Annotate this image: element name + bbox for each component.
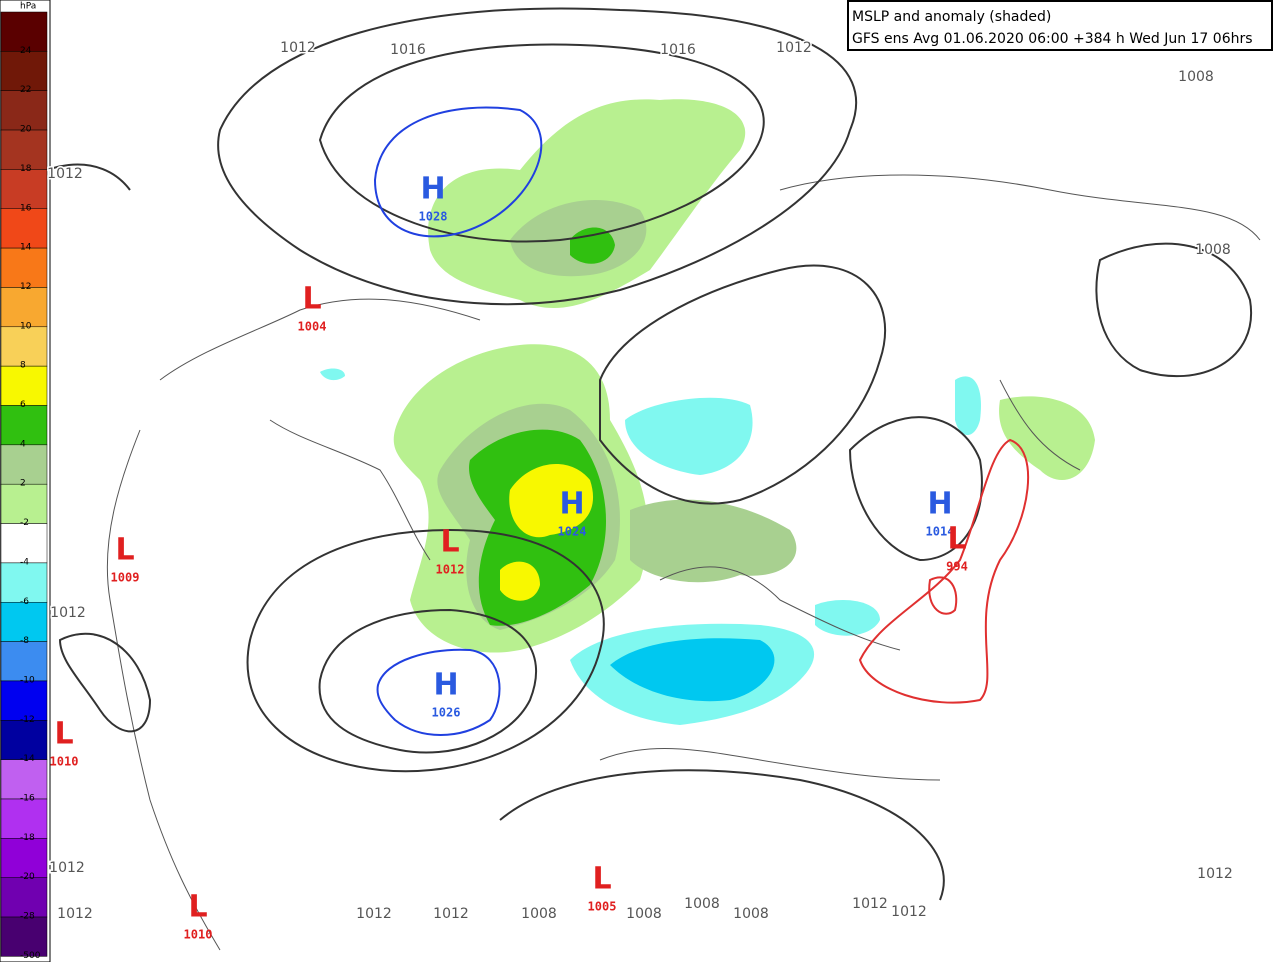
colorbar-swatch bbox=[0, 562, 48, 603]
colorbar-label: 4 bbox=[20, 439, 26, 449]
colorbar-swatch bbox=[0, 523, 48, 564]
isobar-label: 1012 bbox=[47, 166, 83, 182]
isobar-label: 1012 bbox=[49, 860, 85, 876]
isobar-label: 1012 bbox=[776, 40, 812, 56]
center-value: 1010 bbox=[50, 755, 79, 769]
center-value: 1010 bbox=[184, 928, 213, 942]
center-letter: L bbox=[440, 525, 459, 560]
center-value: 1026 bbox=[432, 706, 461, 720]
title-box: MSLP and anomaly (shaded) GFS ens Avg 01… bbox=[847, 0, 1273, 51]
isobar-label: 1016 bbox=[390, 42, 426, 58]
colorbar-swatch bbox=[0, 208, 48, 249]
colorbar-swatch bbox=[0, 641, 48, 682]
center-value: 1005 bbox=[588, 900, 617, 914]
colorbar-swatch bbox=[0, 838, 48, 878]
colorbar-label: -28 bbox=[20, 912, 35, 922]
colorbar-swatch bbox=[0, 916, 48, 957]
isobar-label: 1008 bbox=[1178, 69, 1214, 85]
colorbar-label: -12 bbox=[20, 715, 35, 725]
center-letter: H bbox=[559, 487, 584, 522]
colorbar-swatch bbox=[0, 877, 48, 918]
isobar-label: 1008 bbox=[684, 896, 720, 912]
title-line: MSLP and anomaly (shaded) bbox=[852, 9, 1051, 25]
center-value: 1014 bbox=[926, 525, 955, 539]
map-labels: H 1028 L 1004 H 1024 L 1012 L 1009 L 1010 H 1026 H 1014… bbox=[46, 39, 1235, 942]
center-value: 1028 bbox=[419, 210, 448, 224]
colorbar-label: 16 bbox=[20, 203, 32, 213]
colorbar-label: -500 bbox=[20, 951, 41, 961]
colorbar-label: 6 bbox=[20, 400, 26, 410]
colorbar-swatch bbox=[0, 720, 48, 760]
center-value: 1009 bbox=[111, 571, 140, 585]
center-value: 994 bbox=[946, 560, 968, 574]
colorbar-label: 18 bbox=[20, 164, 32, 174]
center-letter: L bbox=[54, 717, 73, 752]
center-letter: H bbox=[420, 172, 445, 207]
colorbar-swatch bbox=[0, 798, 48, 839]
title-frame bbox=[847, 0, 1273, 51]
colorbar-label: -6 bbox=[20, 597, 29, 607]
center-letter: L bbox=[188, 890, 207, 925]
center-value: 1024 bbox=[558, 525, 587, 539]
isobar-label: 1012 bbox=[891, 904, 927, 920]
colorbar-swatch bbox=[0, 405, 48, 446]
isobar-label: 1012 bbox=[1197, 866, 1233, 882]
colorbar-label: 8 bbox=[20, 361, 26, 371]
colorbar-label: -2 bbox=[20, 518, 29, 528]
center-letter: L bbox=[115, 533, 134, 568]
center-letter: L bbox=[947, 522, 966, 557]
colorbar-swatch bbox=[0, 483, 48, 524]
colorbar-swatch bbox=[0, 51, 48, 91]
isobar-label: 1012 bbox=[280, 40, 316, 56]
colorbar-swatch bbox=[0, 11, 48, 52]
center-letter: L bbox=[302, 282, 321, 317]
isobar-label: 1008 bbox=[733, 906, 769, 922]
isobar-label: 1008 bbox=[1195, 242, 1231, 258]
colorbar-label: -14 bbox=[20, 754, 35, 764]
colorbar-label: 10 bbox=[20, 321, 32, 331]
isobar-label: 1012 bbox=[57, 906, 93, 922]
colorbar-swatch bbox=[0, 602, 48, 642]
colorbar: hPa 24 22 20 18 16 14 12 10 8 6 4 2 -2 -4 -6 -8 -10 -12 -1… bbox=[0, 0, 51, 962]
colorbar-swatch bbox=[0, 680, 48, 721]
colorbar-label: -8 bbox=[20, 636, 29, 646]
title-line: GFS ens Avg 01.06.2020 06:00 +384 h Wed … bbox=[852, 31, 1253, 47]
isobar-label: 1016 bbox=[660, 42, 696, 58]
colorbar-unit: hPa bbox=[20, 2, 36, 12]
colorbar-label: 12 bbox=[20, 282, 31, 292]
isobar-label: 1012 bbox=[50, 605, 86, 621]
colorbar-label: 24 bbox=[20, 46, 32, 56]
colorbar-label: -20 bbox=[20, 872, 35, 882]
colorbar-label: 22 bbox=[20, 85, 31, 95]
colorbar-swatch bbox=[0, 444, 48, 485]
center-value: 1004 bbox=[298, 320, 327, 334]
center-value: 1012 bbox=[436, 563, 465, 577]
isobar-label: 1012 bbox=[356, 906, 392, 922]
colorbar-label: -10 bbox=[20, 675, 35, 685]
colorbar-label: -18 bbox=[20, 833, 35, 843]
colorbar-swatch bbox=[0, 365, 48, 406]
colorbar-swatch bbox=[0, 90, 48, 131]
anomaly-shading bbox=[320, 99, 1095, 725]
center-letter: H bbox=[927, 487, 952, 522]
colorbar-label: 14 bbox=[20, 243, 32, 253]
isobar-label: 1012 bbox=[433, 906, 469, 922]
isobar-label: 1008 bbox=[521, 906, 557, 922]
colorbar-label: 20 bbox=[20, 125, 32, 135]
colorbar-label: 2 bbox=[20, 479, 26, 489]
isobar-label: 1012 bbox=[852, 896, 888, 912]
colorbar-label: -4 bbox=[20, 557, 29, 567]
isobar-label: 1008 bbox=[626, 906, 662, 922]
colorbar-swatch bbox=[0, 759, 48, 800]
center-letter: L bbox=[592, 862, 611, 897]
colorbar-label: -16 bbox=[20, 794, 35, 804]
colorbar-swatch bbox=[0, 247, 48, 288]
center-letter: H bbox=[433, 668, 458, 703]
isobars bbox=[0, 7, 1253, 901]
